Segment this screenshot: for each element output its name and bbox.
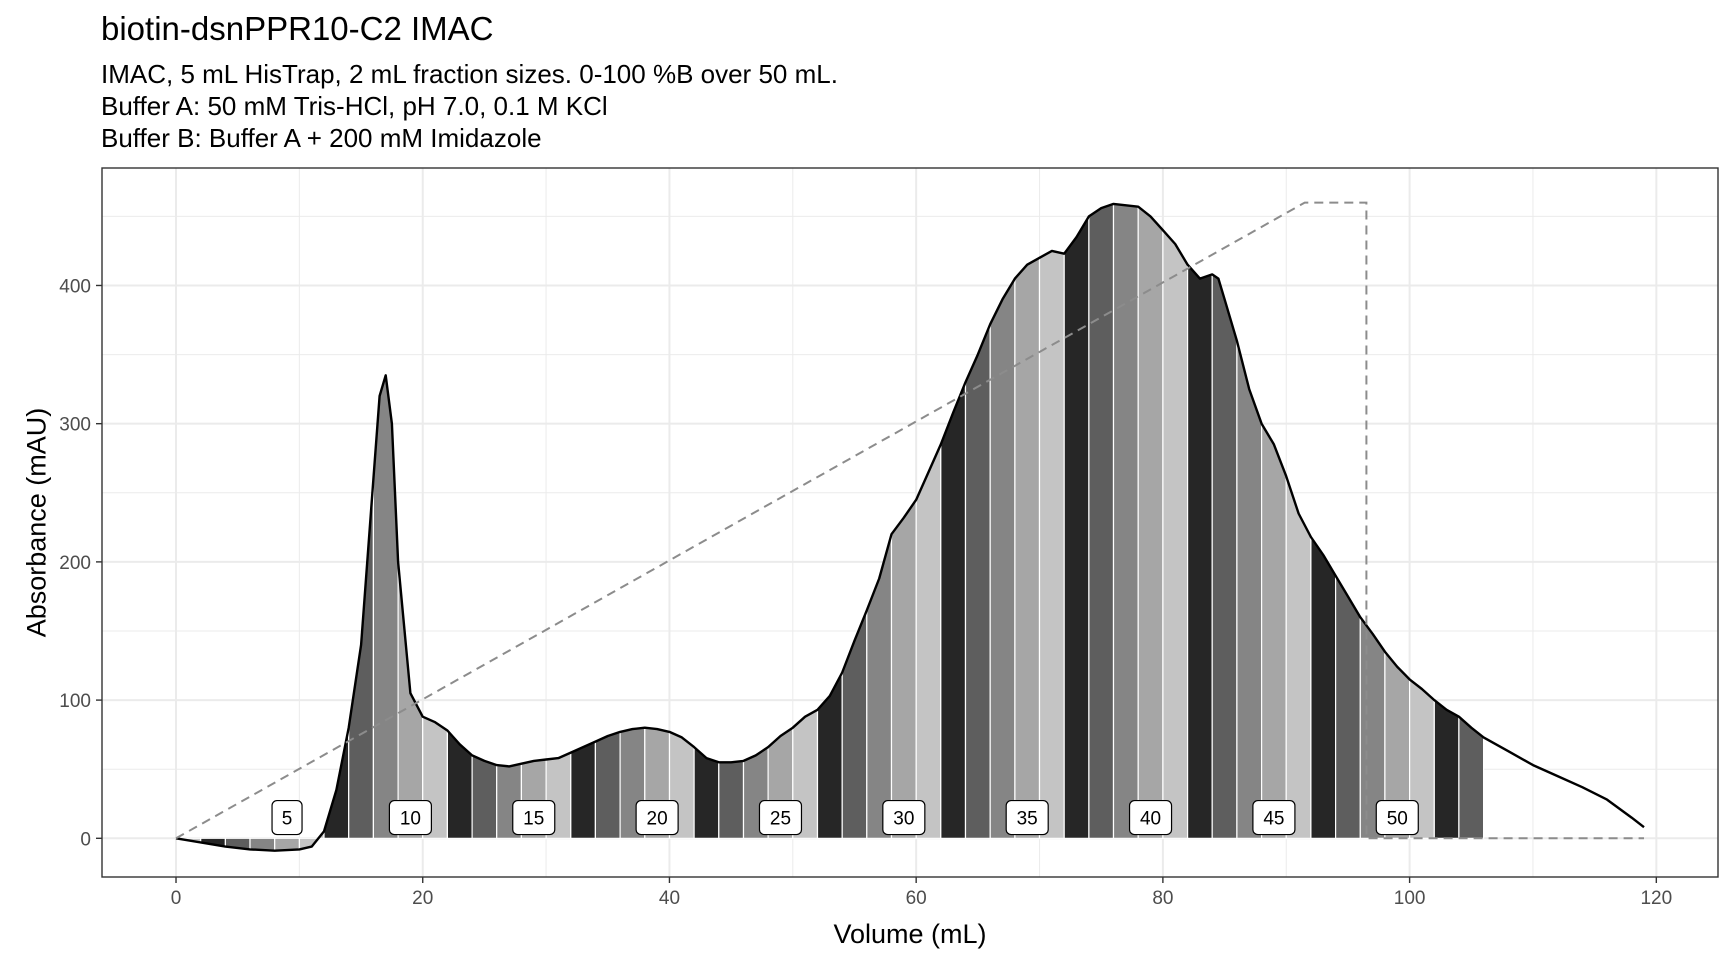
fraction-band [570, 740, 597, 839]
x-tick-label: 120 [1640, 888, 1672, 909]
y-tick-label: 200 [59, 553, 91, 574]
absorbance-curve-layer [175, 202, 1645, 852]
fraction-label: 30 [882, 799, 926, 836]
fraction-label: 40 [1128, 799, 1173, 836]
fraction-label: 20 [635, 799, 679, 836]
x-tick-label: 40 [659, 888, 680, 909]
fraction-label-box [388, 799, 432, 836]
fraction-band [1334, 573, 1361, 839]
x-tick-label: 0 [171, 888, 182, 909]
y-tick-label: 100 [59, 691, 91, 712]
fraction-band [594, 731, 621, 839]
fraction-band [1038, 250, 1065, 839]
fraction-label-text: 30 [893, 809, 914, 830]
absorbance-curve [175, 202, 1645, 852]
fraction-label-text: 15 [523, 809, 544, 830]
fraction-band [964, 323, 991, 839]
fraction-label: 25 [758, 799, 803, 836]
fraction-label: 5 [271, 799, 303, 836]
fraction-label-box [758, 799, 803, 836]
fraction-label-text: 40 [1140, 809, 1161, 830]
chart-title: biotin-dsnPPR10-C2 IMAC [101, 10, 494, 47]
fraction-band [940, 381, 967, 839]
fraction-label-box [1128, 799, 1173, 836]
axes: 0 20 40 60 80 100 120 0 100 200 300 400 [59, 276, 1672, 909]
subtitle-line-2: Buffer A: 50 mM Tris-HCl, pH 7.0, 0.1 M … [101, 91, 608, 121]
fraction-label: 15 [512, 799, 556, 836]
fraction-label-box [1252, 799, 1296, 836]
subtitle-line-1: IMAC, 5 mL HisTrap, 2 mL fraction sizes.… [101, 59, 838, 89]
y-tick-label: 300 [59, 415, 91, 436]
fraction-band [1137, 205, 1164, 839]
fraction-label-text: 25 [770, 809, 791, 830]
fraction-band [890, 497, 917, 839]
fraction-band [1063, 214, 1090, 839]
x-tick-label: 80 [1152, 888, 1173, 909]
fraction-band [718, 760, 745, 839]
subtitle-line-3: Buffer B: Buffer A + 200 mM Imidazole [101, 123, 542, 153]
y-tick-label: 400 [59, 276, 91, 297]
gradient-line [175, 201, 1644, 840]
y-tick-label: 0 [80, 829, 91, 850]
fraction-labels: 5 10 15 20 25 30 35 40 45 50 [271, 799, 1419, 836]
fraction-band [1088, 203, 1115, 839]
x-tick-label: 60 [906, 888, 927, 909]
fraction-label-text: 45 [1263, 809, 1284, 830]
fraction-label-box [1005, 799, 1049, 836]
fraction-label: 50 [1375, 799, 1419, 836]
fraction-label: 35 [1005, 799, 1049, 836]
fraction-label: 10 [388, 799, 432, 836]
fraction-band [841, 610, 868, 839]
fraction-label-box [512, 799, 556, 836]
fraction-band [915, 444, 942, 839]
fraction-band [1211, 273, 1238, 839]
x-tick-label: 100 [1394, 888, 1426, 909]
fraction-label-box [882, 799, 926, 836]
fraction-band [1310, 535, 1337, 839]
y-axis-title: Absorbance (mAU) [21, 408, 51, 638]
fraction-label-box [271, 799, 303, 836]
x-axis-title: Volume (mL) [833, 919, 986, 949]
fraction-label: 45 [1252, 799, 1296, 836]
fraction-band [1433, 698, 1460, 839]
fraction-label-text: 10 [400, 809, 421, 830]
fraction-label-text: 50 [1387, 809, 1408, 830]
fraction-bands [175, 203, 1485, 852]
fraction-band [1014, 256, 1041, 839]
fraction-band [1260, 421, 1287, 839]
fraction-band [471, 754, 498, 839]
panel-border [101, 167, 1719, 878]
gradient-line-layer [175, 201, 1644, 840]
fraction-band [1162, 228, 1189, 839]
fraction-label-box [1375, 799, 1419, 836]
fraction-band [1186, 263, 1213, 839]
fraction-label-text: 20 [647, 809, 668, 830]
fraction-label-box [635, 799, 679, 836]
chart-subtitle: IMAC, 5 mL HisTrap, 2 mL fraction sizes.… [101, 58, 838, 154]
fraction-label-text: 35 [1017, 809, 1038, 830]
fraction-band [989, 276, 1016, 839]
fraction-band [446, 728, 473, 839]
fraction-label-text: 5 [282, 809, 293, 830]
x-tick-label: 20 [412, 888, 433, 909]
